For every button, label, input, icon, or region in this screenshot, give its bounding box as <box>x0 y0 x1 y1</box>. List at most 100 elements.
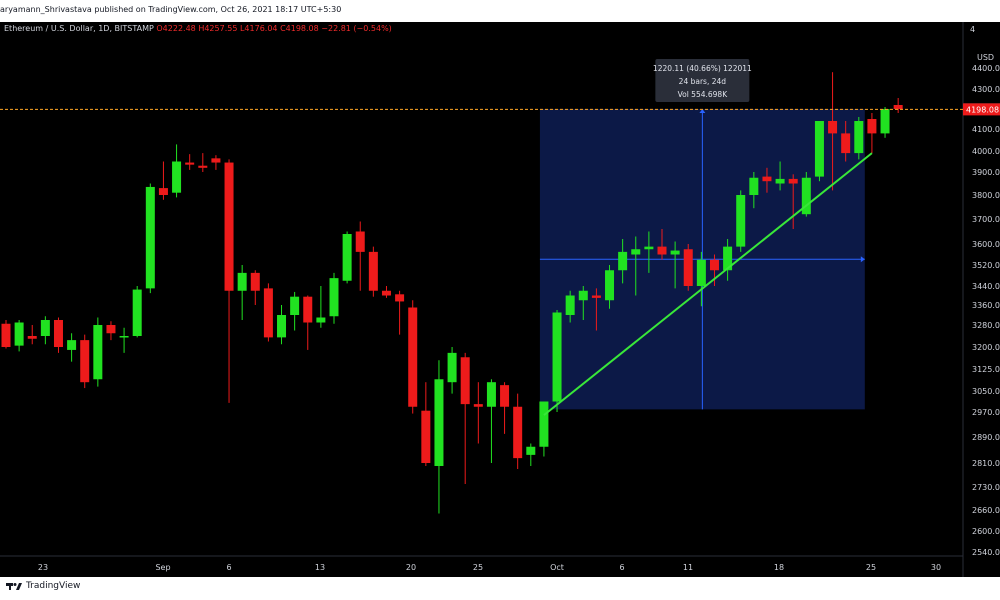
candle-body[interactable] <box>93 325 103 380</box>
footer-bar: TradingView <box>0 577 1000 600</box>
candle-body[interactable] <box>14 322 24 346</box>
candle-body[interactable] <box>198 165 208 168</box>
measure-up-arrow <box>699 109 706 113</box>
publisher-bar: aryamann_Shrivastava published on Tradin… <box>0 0 1000 22</box>
candle-body[interactable] <box>854 121 864 154</box>
candle-body[interactable] <box>893 105 903 109</box>
y-tick-label: 3900.00 <box>972 168 1000 177</box>
candle-body[interactable] <box>578 290 588 301</box>
y-tick-label: 4300.00 <box>972 85 1000 94</box>
unit-label: USD <box>977 53 995 62</box>
candle-body[interactable] <box>342 234 352 281</box>
symbol-header: Ethereum / U.S. Dollar, 1D, BITSTAMP O42… <box>4 24 392 33</box>
candle-body[interactable] <box>237 272 247 291</box>
candle-body[interactable] <box>539 401 549 447</box>
candle-body[interactable] <box>591 295 601 298</box>
candle-body[interactable] <box>618 251 628 271</box>
candle-body[interactable] <box>381 290 391 296</box>
candle-body[interactable] <box>460 357 470 405</box>
x-tick-label: 25 <box>473 563 483 572</box>
candle-body[interactable] <box>605 270 615 301</box>
candle-body[interactable] <box>736 195 746 247</box>
candle-body[interactable] <box>316 317 326 323</box>
symbol-title: Ethereum / U.S. Dollar, 1D, BITSTAMP <box>4 24 154 33</box>
candle-body[interactable] <box>172 161 182 193</box>
candle-body[interactable] <box>801 177 811 215</box>
candle-body[interactable] <box>880 109 890 134</box>
x-tick-label: 23 <box>38 563 48 572</box>
candle-body[interactable] <box>434 379 444 466</box>
candle-body[interactable] <box>368 251 378 291</box>
candle-body[interactable] <box>709 259 719 271</box>
candle-body[interactable] <box>408 307 418 407</box>
candle-body[interactable] <box>329 278 339 317</box>
candle-body[interactable] <box>670 250 680 255</box>
candle-body[interactable] <box>828 121 838 134</box>
y-tick-label: 3800.00 <box>972 191 1000 200</box>
candle-body[interactable] <box>277 315 287 338</box>
candle-body[interactable] <box>290 296 300 315</box>
candle-body[interactable] <box>53 320 63 347</box>
ohlc-high: H4257.55 <box>198 24 238 33</box>
candle-body[interactable] <box>250 272 260 291</box>
y-tick-label: 2890.00 <box>972 433 1000 442</box>
candle-body[interactable] <box>263 288 273 338</box>
candle-body[interactable] <box>1 323 11 347</box>
candle-body[interactable] <box>788 178 798 184</box>
candle-body[interactable] <box>421 410 431 463</box>
candle-body[interactable] <box>67 340 77 350</box>
x-tick-label: 20 <box>406 563 416 572</box>
candle-body[interactable] <box>145 186 155 289</box>
candle-body[interactable] <box>27 336 37 339</box>
candle-body[interactable] <box>119 336 129 338</box>
tradingview-brand: TradingView <box>26 581 81 591</box>
candle-body[interactable] <box>486 382 496 407</box>
candle-body[interactable] <box>500 385 510 407</box>
candle-body[interactable] <box>158 188 168 195</box>
candle-body[interactable] <box>775 178 785 184</box>
measure-label-line: 1220.11 (40.66%) 122011 <box>653 64 752 73</box>
tradingview-icon <box>6 583 22 590</box>
candle-body[interactable] <box>841 133 851 154</box>
candle-body[interactable] <box>106 325 116 334</box>
y-tick-label: 2970.00 <box>972 408 1000 417</box>
candle-body[interactable] <box>657 246 667 255</box>
candle-body[interactable] <box>303 296 313 323</box>
candle-body[interactable] <box>723 246 733 271</box>
candle-body[interactable] <box>526 446 536 455</box>
candle-body[interactable] <box>749 177 759 195</box>
candle-body[interactable] <box>513 406 523 459</box>
candle-body[interactable] <box>473 404 483 407</box>
y-tick-label: 3050.00 <box>972 387 1000 396</box>
x-tick-label: 11 <box>683 563 693 572</box>
tradingview-logo[interactable]: TradingView <box>6 581 80 591</box>
candle-body[interactable] <box>224 162 234 291</box>
candle-body[interactable] <box>132 289 142 336</box>
candle-body[interactable] <box>644 246 654 250</box>
x-tick-label: 30 <box>931 563 941 572</box>
candle-body[interactable] <box>552 312 562 402</box>
candle-body[interactable] <box>185 162 195 165</box>
candle-body[interactable] <box>395 294 405 302</box>
candle-body[interactable] <box>696 259 706 286</box>
candle-body[interactable] <box>565 295 575 316</box>
y-tick-label: 3200.00 <box>972 343 1000 352</box>
candle-body[interactable] <box>447 352 457 383</box>
candle-body[interactable] <box>631 249 641 255</box>
trend-line[interactable] <box>543 152 873 416</box>
candle-body[interactable] <box>762 176 772 182</box>
candle-body[interactable] <box>867 119 877 134</box>
y-tick-label: 2600.00 <box>972 527 1000 536</box>
candle-body[interactable] <box>355 231 365 252</box>
candle-body[interactable] <box>80 340 90 383</box>
candle-body[interactable] <box>683 249 693 286</box>
y-tick-label: 4000.00 <box>972 147 1000 156</box>
y-tick-label: 3520.00 <box>972 261 1000 270</box>
ohlc-low: L4176.04 <box>239 24 278 33</box>
candle-body[interactable] <box>814 121 824 177</box>
candle-body[interactable] <box>40 320 50 336</box>
x-tick-label: 6 <box>226 563 231 572</box>
x-tick-label: 6 <box>619 563 624 572</box>
candle-body[interactable] <box>211 158 221 163</box>
